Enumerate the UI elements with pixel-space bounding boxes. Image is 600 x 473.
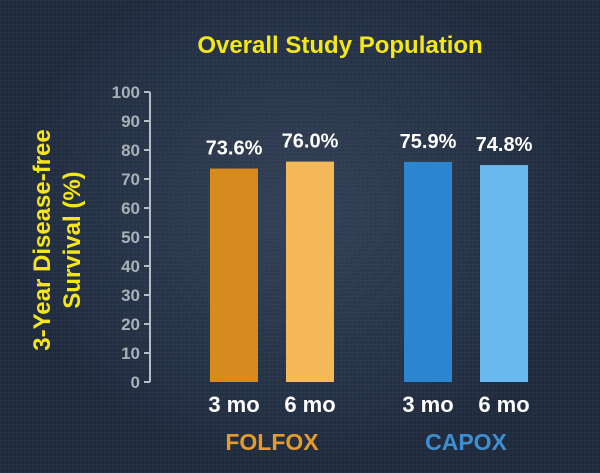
- y-tick-label: 70: [121, 170, 140, 189]
- y-tick-label: 40: [121, 257, 140, 276]
- group-label: FOLFOX: [225, 429, 319, 455]
- x-tick-label: 6 mo: [284, 392, 335, 417]
- y-axis: 0 10 20 30 40 50 60 70 80 90 100: [112, 83, 151, 392]
- x-tick-label: 6 mo: [478, 392, 529, 417]
- y-axis-label: 3-Year Disease-free Survival (%): [29, 129, 86, 350]
- bar-value-label: 73.6%: [206, 138, 263, 160]
- y-tick-label: 30: [121, 286, 140, 305]
- x-tick-label: 3 mo: [208, 392, 259, 417]
- group-labels: FOLFOX CAPOX: [225, 429, 507, 455]
- y-tick-label: 0: [131, 373, 140, 392]
- y-tick-label: 90: [121, 112, 140, 131]
- bar-value-label: 76.0%: [282, 131, 339, 153]
- bar-value-label: 74.8%: [476, 134, 533, 156]
- value-labels: 73.6% 76.0% 75.9% 74.8%: [206, 131, 533, 160]
- bar-value-label: 75.9%: [400, 131, 457, 153]
- y-axis-label-line: Survival (%): [59, 171, 86, 308]
- group-label: CAPOX: [425, 429, 507, 455]
- bars: [210, 161, 528, 382]
- bar: [210, 168, 258, 382]
- y-axis-label-line: 3-Year Disease-free: [29, 129, 56, 350]
- bar: [286, 161, 334, 382]
- x-axis-tick-labels: 3 mo 6 mo 3 mo 6 mo: [208, 392, 529, 417]
- y-tick-label: 20: [121, 315, 140, 334]
- chart-title: Overall Study Population: [197, 32, 482, 59]
- bar: [404, 161, 452, 382]
- x-tick-label: 3 mo: [402, 392, 453, 417]
- y-tick-label: 50: [121, 228, 140, 247]
- y-tick-label: 10: [121, 344, 140, 363]
- bar: [480, 165, 528, 382]
- y-tick-label: 100: [112, 83, 140, 102]
- y-tick-label: 60: [121, 199, 140, 218]
- y-tick-label: 80: [121, 141, 140, 160]
